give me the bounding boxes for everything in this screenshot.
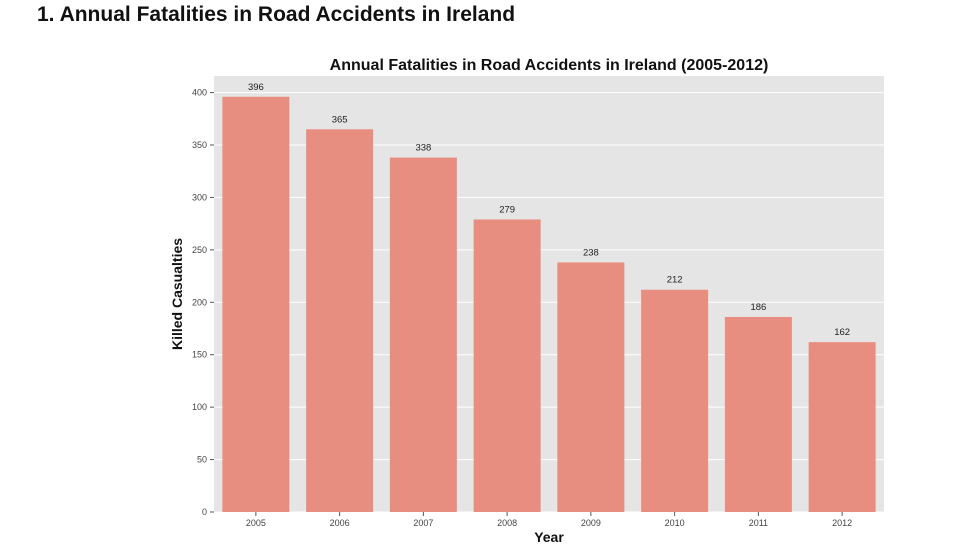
x-tick-label-2008: 2008 (497, 518, 517, 528)
value-label-2007: 338 (415, 143, 431, 154)
value-label-2011: 186 (750, 302, 766, 313)
bars (222, 96, 876, 513)
x-tick-label-2005: 2005 (246, 518, 266, 528)
bar-2011 (724, 316, 792, 512)
chart-title: Annual Fatalities in Road Accidents in I… (330, 57, 769, 74)
y-tick-label: 150 (192, 350, 207, 360)
x-axis-title: Year (534, 529, 564, 545)
x-tick-label-2012: 2012 (832, 518, 852, 528)
value-label-2006: 365 (332, 114, 348, 125)
axes: 0 50 100 150 200 250 300 350 400 2005 2006 2007 2008… (192, 88, 852, 528)
value-labels: 396 365 338 279 238 212 186 162 (248, 82, 850, 338)
y-tick-label: 350 (192, 140, 207, 150)
x-tick-label-2011: 2011 (749, 518, 768, 528)
y-axis-title: Killed Casualties (169, 238, 185, 350)
page-heading: 1. Annual Fatalities in Road Accidents i… (37, 3, 516, 26)
value-label-2008: 279 (499, 204, 515, 215)
x-tick-label-2006: 2006 (330, 518, 350, 528)
y-tick-label: 250 (192, 245, 207, 255)
y-tick-label: 100 (192, 402, 207, 412)
bar-2005 (222, 96, 290, 512)
value-label-2009: 238 (583, 247, 599, 258)
bar-2006 (306, 129, 374, 512)
y-tick-label: 50 (197, 455, 207, 465)
bar-2010 (641, 289, 709, 512)
y-tick-label: 0 (202, 507, 207, 517)
y-tick-label: 300 (192, 192, 207, 202)
bar-2008 (473, 219, 541, 512)
bar-2009 (557, 262, 625, 512)
x-tick-label-2010: 2010 (665, 518, 685, 528)
value-label-2010: 212 (667, 275, 683, 286)
y-tick-label: 400 (192, 88, 207, 98)
value-label-2012: 162 (834, 327, 850, 338)
x-tick-label-2007: 2007 (413, 518, 433, 528)
x-tick-label-2009: 2009 (581, 518, 601, 528)
bar-2012 (808, 342, 876, 512)
y-tick-label: 200 (192, 297, 207, 307)
bar-2007 (389, 157, 457, 513)
value-label-2005: 396 (248, 82, 264, 93)
